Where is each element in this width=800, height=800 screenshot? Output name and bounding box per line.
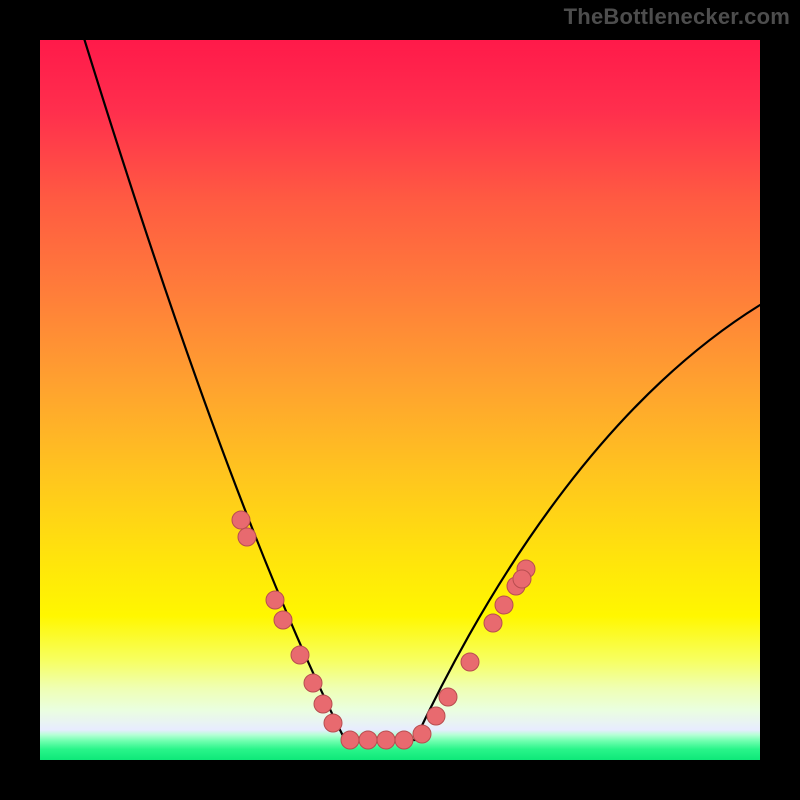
marker-point — [341, 731, 359, 749]
watermark-text: TheBottlenecker.com — [564, 4, 790, 30]
marker-point — [314, 695, 332, 713]
marker-point — [495, 596, 513, 614]
marker-point — [377, 731, 395, 749]
marker-point — [395, 731, 413, 749]
marker-point — [232, 511, 250, 529]
marker-point — [266, 591, 284, 609]
marker-point — [439, 688, 457, 706]
marker-point — [413, 725, 431, 743]
marker-point — [359, 731, 377, 749]
marker-point — [461, 653, 479, 671]
marker-point — [291, 646, 309, 664]
marker-point — [238, 528, 256, 546]
marker-point — [484, 614, 502, 632]
marker-point — [274, 611, 292, 629]
chart-svg — [0, 0, 800, 800]
marker-point — [513, 570, 531, 588]
plot-area — [40, 40, 760, 760]
marker-point — [304, 674, 322, 692]
chart-stage: TheBottlenecker.com — [0, 0, 800, 800]
marker-point — [324, 714, 342, 732]
marker-point — [427, 707, 445, 725]
